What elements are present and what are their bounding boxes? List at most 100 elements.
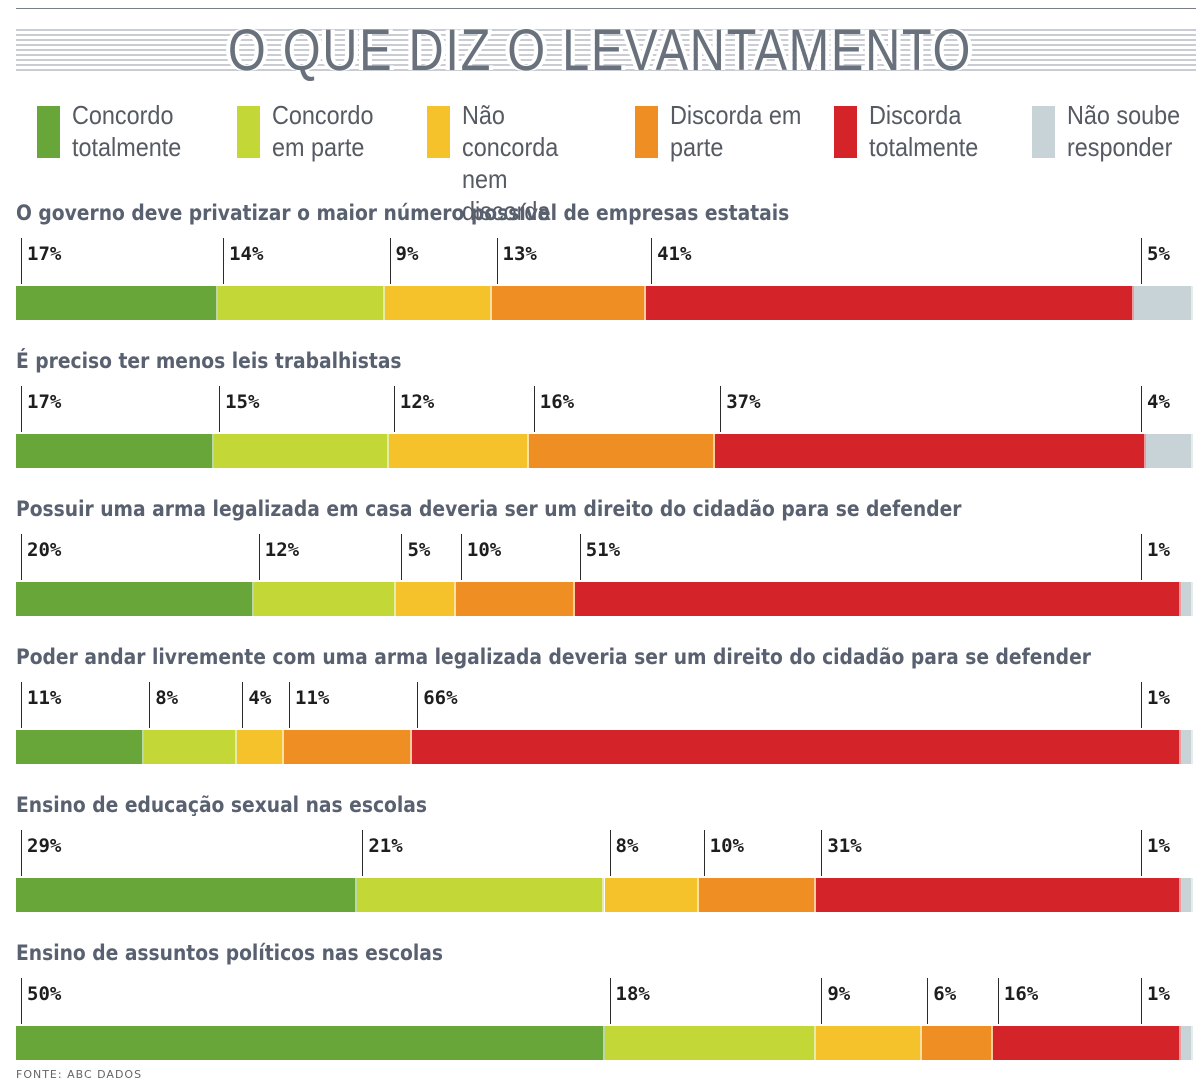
label-tick [417, 682, 419, 728]
question-title: É preciso ter menos leis trabalhistas [16, 349, 402, 373]
bar-segment [698, 878, 817, 912]
bar-segment [491, 286, 647, 320]
bar-segment [604, 878, 699, 912]
question-title: Ensino de educação sexual nas escolas [16, 793, 428, 817]
bar-segment [16, 434, 215, 468]
data-label: 1% [1147, 835, 1170, 857]
data-label: 6% [933, 983, 957, 1005]
bar-segment [412, 730, 1182, 764]
data-label: 9% [395, 243, 419, 265]
stacked-bar [16, 1026, 1193, 1060]
bar-segment [396, 582, 456, 616]
stacked-bar [16, 582, 1193, 616]
data-label: 4% [248, 687, 272, 709]
bar-segment [16, 730, 145, 764]
bar-segment [1146, 434, 1193, 468]
bar-segment [388, 434, 529, 468]
bar-segment [528, 434, 716, 468]
label-tick [1141, 534, 1142, 580]
data-label: 1% [1147, 539, 1170, 561]
label-tick [720, 386, 722, 432]
data-label: 18% [615, 983, 650, 1005]
bar-segment [237, 730, 285, 764]
data-label: 8% [615, 835, 639, 857]
bar-segment [16, 1026, 605, 1060]
label-tick [1141, 238, 1142, 284]
data-label: 10% [709, 835, 744, 857]
question-title: O governo deve privatizar o maior número… [16, 201, 790, 225]
title-band [16, 26, 1196, 74]
data-label: 17% [27, 391, 62, 413]
bar-segment [1181, 730, 1193, 764]
label-tick [997, 978, 999, 1024]
data-label: 29% [27, 835, 62, 857]
data-label: 11% [295, 687, 330, 709]
label-tick [579, 534, 581, 580]
data-label: 10% [466, 539, 502, 561]
legend-swatch [834, 106, 857, 158]
data-label: 16% [1003, 983, 1039, 1005]
legend-swatch [635, 106, 658, 158]
legend-label: Discorda totalmente [869, 100, 979, 162]
label-tick [21, 534, 22, 580]
bar-segment [384, 286, 492, 320]
label-tick [242, 682, 244, 728]
label-tick [927, 978, 929, 1024]
legend-label: Não concorda nem discorda [462, 100, 559, 226]
label-tick [821, 978, 823, 1024]
bar-segment [604, 1026, 817, 1060]
label-tick [258, 534, 260, 580]
label-tick [389, 238, 391, 284]
data-label: 13% [502, 243, 537, 265]
label-tick [289, 682, 291, 728]
label-tick [609, 978, 611, 1024]
label-tick [533, 386, 535, 432]
data-label: 4% [1147, 391, 1170, 413]
data-label: 1% [1147, 983, 1170, 1005]
bar-segment [16, 582, 254, 616]
data-label: 16% [539, 391, 575, 413]
legend-label: Concordo totalmente [72, 100, 182, 162]
data-label: 12% [399, 391, 435, 413]
top-rule [16, 8, 1196, 9]
source-note: FONTE: ABC DADOS [16, 1068, 143, 1081]
bar-segment [16, 286, 219, 320]
legend-label: Não soube responder [1067, 100, 1181, 162]
data-label: 20% [27, 539, 62, 561]
data-label: 11% [27, 687, 62, 709]
bar-segment [284, 730, 413, 764]
data-label: 50% [27, 983, 62, 1005]
data-label: 12% [264, 539, 300, 561]
bar-segment [715, 434, 1147, 468]
bar-segment [253, 582, 397, 616]
bar-segment [214, 434, 389, 468]
data-label: 51% [585, 539, 621, 561]
stacked-bar [16, 730, 1193, 764]
question-title: Poder andar livremente com uma arma lega… [16, 645, 1091, 669]
stacked-bar [16, 878, 1193, 912]
bar-segment [1181, 582, 1193, 616]
data-label: 5% [407, 539, 431, 561]
data-label: 17% [27, 243, 62, 265]
data-label: 9% [827, 983, 851, 1005]
legend-swatch [427, 106, 450, 158]
label-tick [149, 682, 151, 728]
data-label: 8% [155, 687, 179, 709]
chart-title: O QUE DIZ O LEVANTAMENTO [227, 18, 973, 83]
data-label: 37% [726, 391, 761, 413]
data-label: 41% [657, 243, 692, 265]
label-tick [401, 534, 403, 580]
bar-segment [1133, 286, 1193, 320]
label-tick [651, 238, 653, 284]
data-label: 31% [827, 835, 862, 857]
data-label: 14% [229, 243, 264, 265]
label-tick [1141, 386, 1142, 432]
bar-segment [16, 878, 358, 912]
bar-segment [922, 1026, 993, 1060]
bar-segment [144, 730, 238, 764]
label-tick [1141, 682, 1142, 728]
bar-segment [816, 1026, 923, 1060]
data-label: 21% [368, 835, 403, 857]
question-title: Ensino de assuntos políticos nas escolas [16, 941, 444, 965]
label-tick [219, 386, 221, 432]
